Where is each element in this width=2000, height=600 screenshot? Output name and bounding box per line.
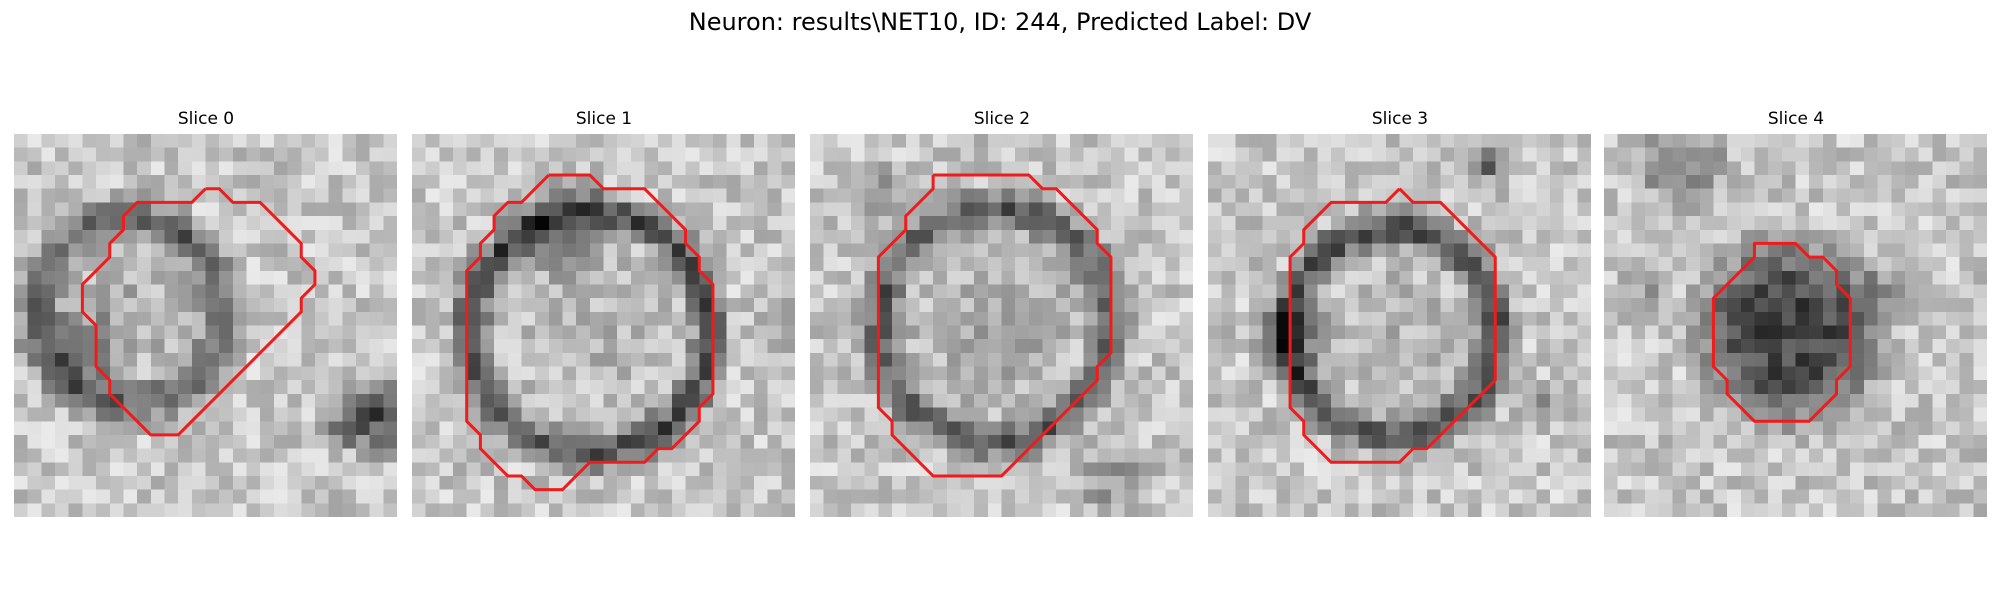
slice-title-4: Slice 4 — [1767, 109, 1825, 129]
slice-contour-0 — [80, 187, 317, 437]
slice-image-1 — [412, 134, 795, 517]
slice-pixels-3 — [1208, 134, 1591, 517]
slice-pixels-0 — [14, 134, 397, 517]
slice-title-1: Slice 1 — [575, 109, 633, 129]
slice-image-0 — [14, 134, 397, 517]
slice-panel-0: Slice 0 — [14, 108, 398, 517]
slice-title-0: Slice 0 — [177, 109, 235, 129]
slice-panel-4: Slice 4 — [1604, 108, 1988, 517]
slice-contour-4 — [1711, 241, 1852, 423]
slice-image-4 — [1604, 134, 1987, 517]
slice-pixels-1 — [412, 134, 795, 517]
slice-panel-2: Slice 2 — [810, 108, 1194, 517]
slice-image-2 — [810, 134, 1193, 517]
figure-title: Neuron: results\NET10, ID: 244, Predicte… — [688, 8, 1312, 36]
slice-contour-1 — [465, 173, 715, 492]
slice-title-3: Slice 3 — [1371, 109, 1429, 129]
slice-panel-1: Slice 1 — [412, 108, 796, 517]
slice-contour-2 — [876, 173, 1113, 478]
slice-image-3 — [1208, 134, 1591, 517]
slice-pixels-4 — [1604, 134, 1987, 517]
slice-pixels-2 — [810, 134, 1193, 517]
slice-title-2: Slice 2 — [973, 109, 1031, 129]
slice-panel-3: Slice 3 — [1208, 108, 1592, 517]
slice-contour-3 — [1288, 187, 1497, 464]
